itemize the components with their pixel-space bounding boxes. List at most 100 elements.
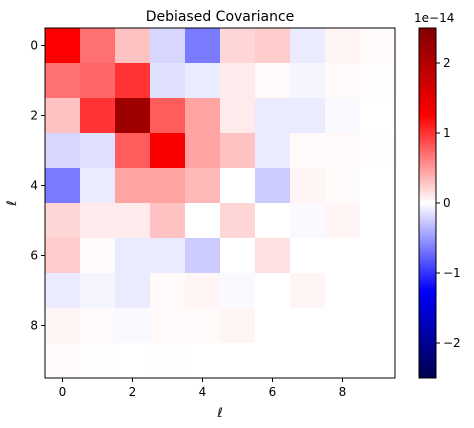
heatmap-cell xyxy=(325,343,361,379)
x-tick-label: 6 xyxy=(269,385,277,399)
heatmap-cell xyxy=(45,28,81,64)
heatmap-cell xyxy=(325,273,361,309)
x-axis-label: ℓ xyxy=(216,406,222,421)
heatmap-cell xyxy=(255,238,291,274)
colorbar xyxy=(418,27,437,379)
heatmap-cell xyxy=(360,203,396,239)
heatmap-cell xyxy=(220,133,256,169)
heatmap-cell xyxy=(255,98,291,134)
heatmap-cell xyxy=(80,203,116,239)
heatmap-cell xyxy=(360,98,396,134)
heatmap-cell xyxy=(220,63,256,99)
colorbar-tick-label: 2 xyxy=(443,56,451,70)
heatmap-cell xyxy=(80,273,116,309)
heatmap-cell xyxy=(255,308,291,344)
heatmap-cell xyxy=(290,203,326,239)
heatmap-cell xyxy=(150,238,186,274)
heatmap-cell xyxy=(220,343,256,379)
heatmap-cell xyxy=(80,28,116,64)
y-tick-label: 6 xyxy=(30,249,38,263)
heatmap-cell xyxy=(115,28,151,64)
heatmap-cell xyxy=(185,273,221,309)
heatmap-cell xyxy=(80,63,116,99)
heatmap-cell xyxy=(185,28,221,64)
heatmap-cell xyxy=(185,203,221,239)
y-tick-label: 8 xyxy=(30,319,38,333)
heatmap-cell xyxy=(80,343,116,379)
heatmap-cell xyxy=(290,28,326,64)
heatmap-cell xyxy=(45,238,81,274)
heatmap-cell xyxy=(80,133,116,169)
heatmap-cell xyxy=(115,203,151,239)
heatmap-cell xyxy=(45,273,81,309)
x-tick-label: 0 xyxy=(59,385,67,399)
heatmap-cell xyxy=(360,308,396,344)
heatmap-cell xyxy=(360,343,396,379)
heatmap-cell xyxy=(325,63,361,99)
heatmap-cell xyxy=(290,63,326,99)
colorbar-tick-label: −2 xyxy=(443,336,461,350)
heatmap-cell xyxy=(220,168,256,204)
heatmap-cell xyxy=(115,238,151,274)
heatmap-cell xyxy=(220,28,256,64)
heatmap-cell xyxy=(360,273,396,309)
heatmap-cell xyxy=(115,168,151,204)
heatmap-cell xyxy=(150,98,186,134)
heatmap-cell xyxy=(80,308,116,344)
heatmap-cell xyxy=(185,133,221,169)
heatmap-cell xyxy=(360,28,396,64)
colorbar-tick-label: 1 xyxy=(443,126,451,140)
heatmap-cell xyxy=(45,203,81,239)
heatmap-plot xyxy=(45,28,396,379)
plot-frame xyxy=(44,27,396,379)
heatmap-cell xyxy=(115,133,151,169)
heatmap-cell xyxy=(255,343,291,379)
heatmap-cell xyxy=(290,238,326,274)
heatmap-cell xyxy=(150,203,186,239)
heatmap-cell xyxy=(255,203,291,239)
heatmap-cell xyxy=(220,203,256,239)
heatmap-cell xyxy=(290,343,326,379)
heatmap-cell xyxy=(255,63,291,99)
heatmap-cell xyxy=(290,308,326,344)
x-tick-label: 2 xyxy=(129,385,137,399)
heatmap-cell xyxy=(325,168,361,204)
heatmap-cell xyxy=(185,308,221,344)
heatmap-cell xyxy=(45,63,81,99)
colorbar-tick-label: −1 xyxy=(443,266,461,280)
heatmap-cell xyxy=(325,28,361,64)
heatmap-cell xyxy=(220,98,256,134)
heatmap-cell xyxy=(255,168,291,204)
heatmap-cell xyxy=(115,343,151,379)
colorbar-scale-label: 1e−14 xyxy=(414,11,454,25)
heatmap-cell xyxy=(150,168,186,204)
heatmap-cell xyxy=(150,308,186,344)
heatmap-cell xyxy=(325,308,361,344)
heatmap-cell xyxy=(325,238,361,274)
heatmap-cell xyxy=(185,238,221,274)
colorbar-tick-label: 0 xyxy=(443,196,451,210)
heatmap-cell xyxy=(45,168,81,204)
heatmap-cell xyxy=(255,133,291,169)
chart-title: Debiased Covariance xyxy=(146,9,295,25)
heatmap-cell xyxy=(220,273,256,309)
heatmap-cell xyxy=(220,238,256,274)
y-tick-label: 2 xyxy=(30,109,38,123)
heatmap-cell xyxy=(80,98,116,134)
heatmap-cell xyxy=(45,98,81,134)
heatmap-cell xyxy=(150,133,186,169)
heatmap-cell xyxy=(360,63,396,99)
heatmap-cell xyxy=(325,98,361,134)
heatmap-cell xyxy=(290,273,326,309)
heatmap-cell xyxy=(150,343,186,379)
heatmap-cell xyxy=(45,343,81,379)
heatmap-cell xyxy=(255,28,291,64)
y-tick-label: 4 xyxy=(30,179,38,193)
heatmap-cell xyxy=(185,63,221,99)
heatmap-cell xyxy=(150,63,186,99)
x-axis-ticks: 0 2 4 6 8 xyxy=(59,378,346,399)
y-axis-label: ℓ xyxy=(5,200,20,206)
heatmap-cell xyxy=(45,308,81,344)
heatmap-cell xyxy=(220,308,256,344)
